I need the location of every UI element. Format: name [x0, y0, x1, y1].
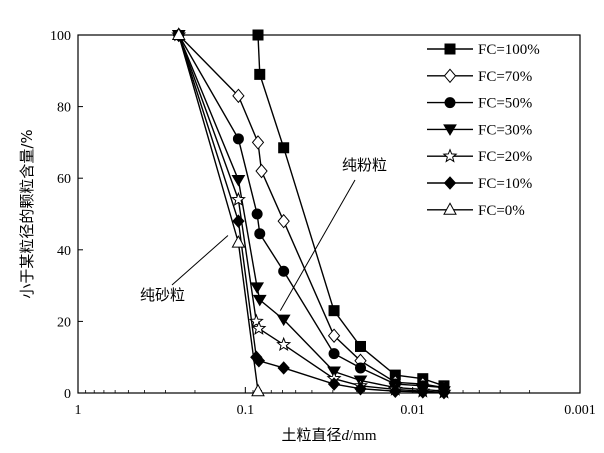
- data-point: [328, 348, 340, 360]
- series-layer: [171, 27, 452, 400]
- data-point: [230, 191, 246, 207]
- annotation-leader: [279, 179, 356, 311]
- series-fc30: [171, 30, 451, 398]
- data-point: [252, 354, 266, 368]
- y-axis-title: 小于某粒径的颗粒含量/%: [18, 129, 36, 298]
- legend-label: FC=0%: [478, 203, 525, 219]
- y-tick-label: 60: [57, 172, 71, 187]
- plot-frame: [77, 34, 581, 394]
- data-point: [251, 135, 265, 150]
- series-line: [178, 34, 445, 392]
- series-fc10: [172, 28, 451, 400]
- annotation-label: 纯砂粒: [140, 286, 185, 304]
- series-fc50: [173, 29, 450, 394]
- data-point: [171, 27, 186, 40]
- legend-marker: [443, 124, 457, 136]
- series-line: [178, 34, 445, 389]
- data-point: [354, 362, 366, 374]
- legend-marker: [443, 176, 457, 190]
- series-fc0: [171, 27, 265, 397]
- series-line: [178, 34, 445, 389]
- legend-label: FC=50%: [478, 96, 532, 112]
- y-tick-label: 20: [57, 315, 71, 330]
- data-point: [254, 68, 266, 80]
- data-point: [252, 294, 267, 307]
- data-point: [251, 320, 267, 335]
- legend-marker: [444, 97, 456, 109]
- data-point: [328, 305, 340, 317]
- series-line: [178, 34, 445, 393]
- axes: 1 0.1 0.01 0.001 0 20 40 60 80 100 土粒直径d/mm 小于某粒径的颗…: [18, 29, 596, 444]
- legend-label: FC=20%: [478, 149, 532, 165]
- series-fc100: [252, 29, 450, 392]
- legend-label: FC=10%: [478, 176, 532, 192]
- legend-entry: FC=0%: [427, 202, 525, 219]
- data-point: [232, 214, 245, 228]
- data-point: [232, 133, 244, 145]
- data-point: [251, 383, 265, 397]
- legend-marker: [444, 43, 456, 55]
- legend-entry: FC=100%: [427, 42, 540, 58]
- data-point: [255, 163, 268, 179]
- legend-entry: FC=20%: [427, 148, 532, 165]
- y-tick-label: 40: [57, 244, 71, 259]
- series-line: [178, 34, 445, 394]
- data-point: [327, 377, 341, 391]
- annotation-label: 纯粉粒: [342, 156, 387, 174]
- x-tick-label: 0.001: [564, 403, 596, 418]
- legend-marker: [442, 148, 458, 163]
- series-line: [178, 34, 259, 392]
- legend-label: FC=30%: [478, 122, 532, 138]
- series-fc70: [172, 27, 451, 395]
- data-point: [276, 314, 291, 327]
- annotation-leader: [171, 235, 229, 286]
- x-tick-label: 1: [75, 403, 82, 418]
- data-point: [277, 361, 290, 375]
- x-tick-label: 0.01: [400, 403, 425, 418]
- x-axis-title: 土粒直径d/mm: [281, 426, 376, 444]
- legend-entry: FC=70%: [427, 68, 532, 85]
- data-point: [389, 384, 402, 398]
- data-point: [354, 340, 366, 352]
- legend-marker: [443, 202, 457, 215]
- legend-entry: FC=10%: [427, 176, 532, 192]
- data-point: [252, 29, 264, 41]
- data-point: [254, 228, 266, 240]
- data-point: [251, 208, 263, 220]
- series-line: [257, 34, 445, 387]
- series-fc20: [171, 27, 452, 399]
- data-point: [277, 213, 290, 229]
- data-point: [354, 381, 367, 396]
- data-point: [416, 385, 429, 399]
- data-point: [278, 265, 290, 277]
- data-point: [276, 336, 292, 352]
- y-tick-label: 0: [64, 387, 71, 402]
- data-point: [231, 235, 246, 248]
- y-tick-label: 100: [50, 29, 71, 44]
- x-tick-label: 0.1: [237, 403, 255, 418]
- data-point: [231, 174, 246, 187]
- data-point: [327, 328, 341, 343]
- data-point: [232, 88, 245, 104]
- legend-entry: FC=50%: [427, 96, 532, 112]
- legend-marker: [443, 68, 457, 84]
- data-point: [437, 385, 451, 400]
- legend-entry: FC=30%: [427, 122, 532, 138]
- legend: FC=100% FC=70% FC=50% FC=30% FC=20% FC=10% FC=…: [427, 42, 540, 219]
- y-tick-label: 80: [57, 101, 71, 116]
- legend-label: FC=70%: [478, 69, 532, 85]
- data-point: [278, 142, 290, 154]
- data-point: [250, 282, 265, 294]
- legend-label: FC=100%: [478, 42, 540, 58]
